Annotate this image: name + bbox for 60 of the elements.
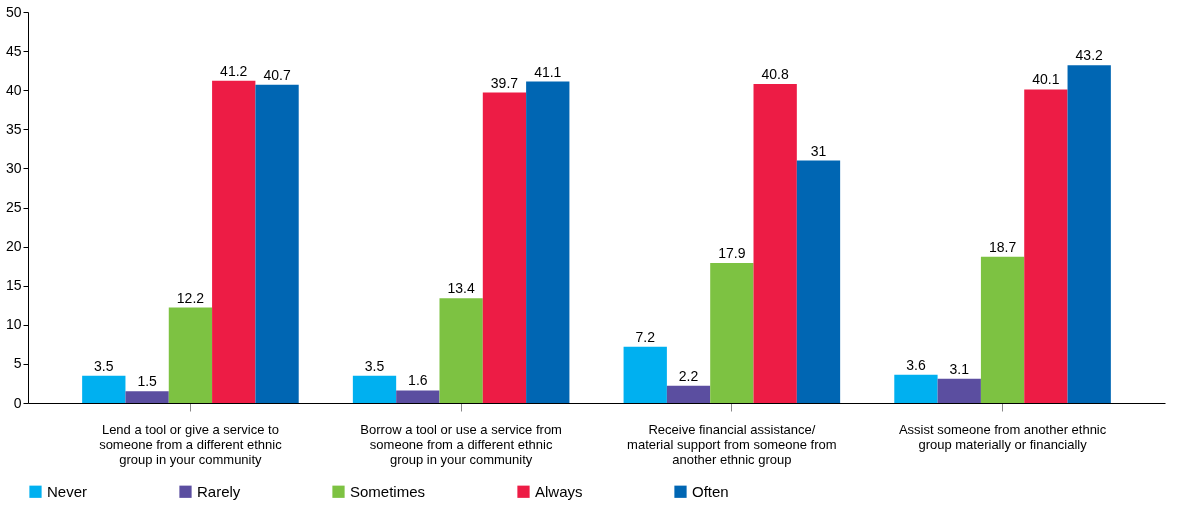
legend-label: Always — [535, 482, 583, 500]
y-tick-label: 5 — [13, 355, 22, 372]
bar — [439, 298, 483, 403]
y-tick-label: 45 — [5, 42, 22, 59]
data-label: 3.5 — [364, 357, 385, 374]
y-tick-label: 30 — [5, 159, 22, 176]
data-label: 3.6 — [906, 356, 926, 373]
legend-label: Sometimes — [350, 482, 426, 500]
y-tick-label: 35 — [5, 120, 22, 137]
x-tick-label: Borrow a tool or use a service from someone from a different ethnic group in your community — [360, 421, 562, 467]
data-label: 12.2 — [176, 289, 205, 306]
data-label: 1.6 — [408, 372, 428, 389]
bar — [1024, 89, 1068, 403]
data-label: 41.2 — [220, 62, 248, 79]
y-tick-label: 50 — [5, 3, 22, 20]
bar — [255, 84, 299, 403]
data-label: 3.1 — [949, 360, 970, 377]
data-label: 7.2 — [635, 328, 656, 345]
bar — [125, 391, 169, 403]
data-label: 39.7 — [490, 74, 519, 91]
legend-label: Often — [692, 482, 729, 500]
data-label: 40.8 — [761, 65, 790, 82]
data-label: 1.5 — [137, 373, 158, 390]
bar — [666, 385, 711, 403]
bar — [526, 81, 570, 403]
data-label: 41.1 — [534, 63, 562, 80]
y-tick-label: 10 — [5, 316, 22, 333]
data-label: 40.1 — [1032, 71, 1060, 88]
data-label: 13.4 — [447, 280, 475, 297]
data-label: 17.9 — [718, 245, 746, 262]
bar — [168, 307, 213, 403]
y-tick-label: 0 — [13, 394, 22, 411]
legend-label: Rarely — [197, 482, 241, 500]
data-label: 43.2 — [1075, 47, 1104, 64]
bar — [710, 263, 754, 403]
bar — [894, 374, 938, 403]
data-label: 40.7 — [263, 66, 291, 83]
bar — [352, 375, 397, 403]
bar — [212, 80, 256, 403]
bar — [396, 390, 440, 403]
bar — [937, 378, 981, 403]
x-tick-label: Receive financial assistance/ material support from someone from another ethnic group — [627, 421, 837, 467]
bar — [796, 160, 841, 403]
y-tick-label: 25 — [5, 199, 22, 215]
bar — [980, 256, 1025, 403]
y-tick-label: 40 — [5, 81, 22, 98]
x-tick-label: Assist someone from another ethnic group materially or financially — [898, 421, 1107, 452]
x-tick-label: Lend a tool or give a service to someone from a different ethnic group in your community — [99, 421, 283, 467]
bar — [753, 83, 797, 403]
bar — [623, 346, 667, 403]
bar — [1067, 65, 1111, 403]
data-label: 18.7 — [988, 238, 1017, 255]
data-label: 31 — [810, 142, 827, 159]
bar — [482, 92, 527, 403]
legend-label: Never — [47, 482, 88, 500]
bar — [82, 375, 126, 403]
data-label: 3.5 — [94, 357, 114, 374]
y-tick-label: 20 — [5, 238, 22, 255]
y-tick-label: 15 — [5, 277, 22, 294]
data-label: 2.2 — [678, 367, 699, 384]
